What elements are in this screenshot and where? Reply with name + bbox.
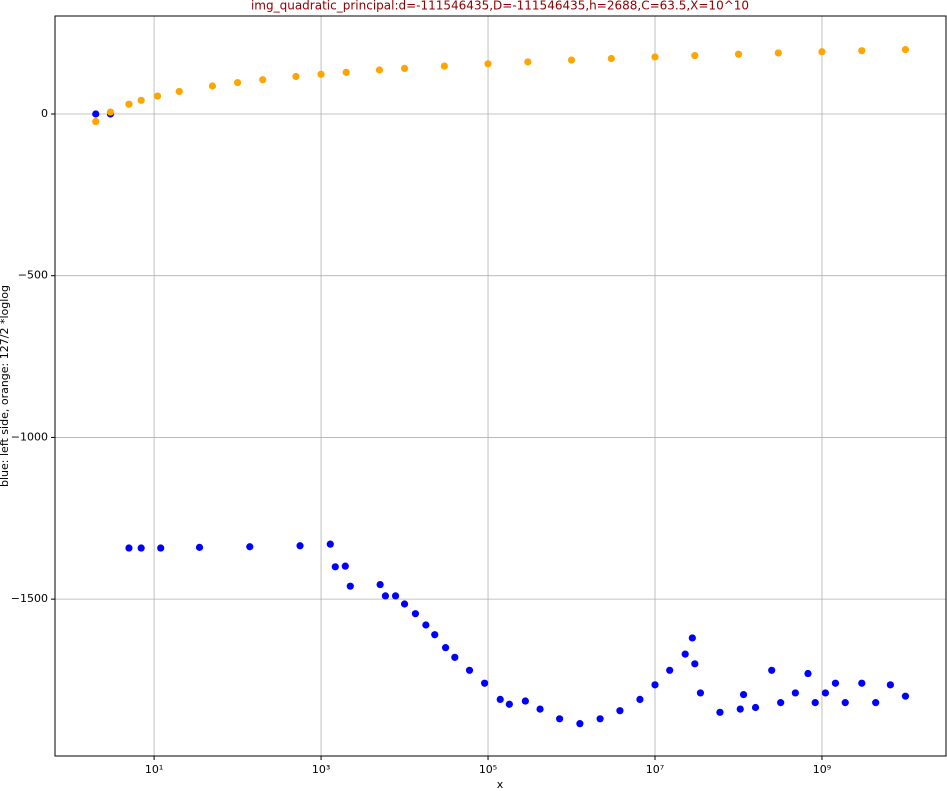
point <box>691 660 699 668</box>
point <box>505 700 513 708</box>
point <box>777 699 785 707</box>
point <box>157 544 165 552</box>
point <box>296 542 304 550</box>
point <box>696 689 705 697</box>
point <box>734 50 743 58</box>
point <box>524 58 532 66</box>
y-tick-label: −500 <box>18 269 48 282</box>
point <box>636 695 644 704</box>
point <box>317 70 325 78</box>
point <box>831 679 840 687</box>
point <box>441 644 450 652</box>
point <box>106 108 115 116</box>
point <box>596 715 604 723</box>
point <box>342 68 350 76</box>
point <box>496 695 504 704</box>
point <box>651 53 659 61</box>
point <box>292 72 300 81</box>
point <box>153 92 162 100</box>
point <box>821 689 830 697</box>
point <box>818 48 826 56</box>
x-tick-label: 10⁹ <box>813 763 831 776</box>
x-tick-label: 10¹ <box>145 763 163 776</box>
x-tick-label: 10³ <box>312 763 330 776</box>
point <box>576 720 584 728</box>
point <box>125 100 133 108</box>
point <box>858 679 866 687</box>
point <box>331 563 339 571</box>
y-tick-label: −1000 <box>11 430 48 443</box>
point <box>811 699 819 707</box>
point <box>92 117 100 126</box>
point <box>716 708 724 716</box>
plot-frame <box>54 15 947 757</box>
point <box>768 666 776 674</box>
point <box>567 56 576 64</box>
point <box>451 653 459 661</box>
point <box>681 650 689 658</box>
point <box>431 631 439 639</box>
point <box>666 666 674 674</box>
point <box>901 692 910 700</box>
point <box>736 705 744 713</box>
y-axis-label: blue: left side, orange: 127/2 *loglog <box>0 285 11 487</box>
point <box>616 707 624 715</box>
x-tick-label: 10⁷ <box>646 763 664 776</box>
point <box>208 82 217 90</box>
point <box>536 705 544 713</box>
point <box>92 110 100 118</box>
point <box>440 62 448 70</box>
point <box>556 715 564 723</box>
x-axis-label: x <box>497 778 504 791</box>
point <box>791 689 799 697</box>
point <box>400 600 409 608</box>
point <box>651 681 659 689</box>
point <box>688 634 696 642</box>
point <box>521 697 529 705</box>
point <box>125 544 133 552</box>
point <box>326 540 334 548</box>
point <box>246 543 254 551</box>
point <box>376 580 384 589</box>
point <box>195 543 204 551</box>
point <box>391 592 400 600</box>
point <box>346 582 354 590</box>
point <box>886 681 894 689</box>
point <box>422 621 430 629</box>
point <box>411 610 420 618</box>
point <box>137 96 145 104</box>
point <box>872 699 880 707</box>
point <box>137 544 145 552</box>
point <box>774 49 782 57</box>
point <box>375 66 384 74</box>
y-tick-label: 0 <box>41 107 48 120</box>
point <box>259 76 267 84</box>
point <box>481 679 489 687</box>
point <box>804 669 812 678</box>
point <box>739 690 748 699</box>
chart-title: img_quadratic_principal:d=-111546435,D=-… <box>251 0 749 13</box>
point <box>691 51 699 60</box>
point <box>400 64 409 72</box>
point <box>484 60 492 68</box>
point <box>751 703 760 712</box>
point <box>607 54 615 63</box>
point <box>858 47 866 55</box>
point <box>233 79 242 87</box>
point <box>901 45 910 54</box>
point <box>341 562 349 570</box>
point <box>175 87 183 96</box>
x-tick-label: 10⁵ <box>479 763 497 776</box>
point <box>841 699 849 707</box>
point <box>465 666 474 674</box>
y-tick-label: −1500 <box>11 592 48 605</box>
point <box>381 592 390 600</box>
